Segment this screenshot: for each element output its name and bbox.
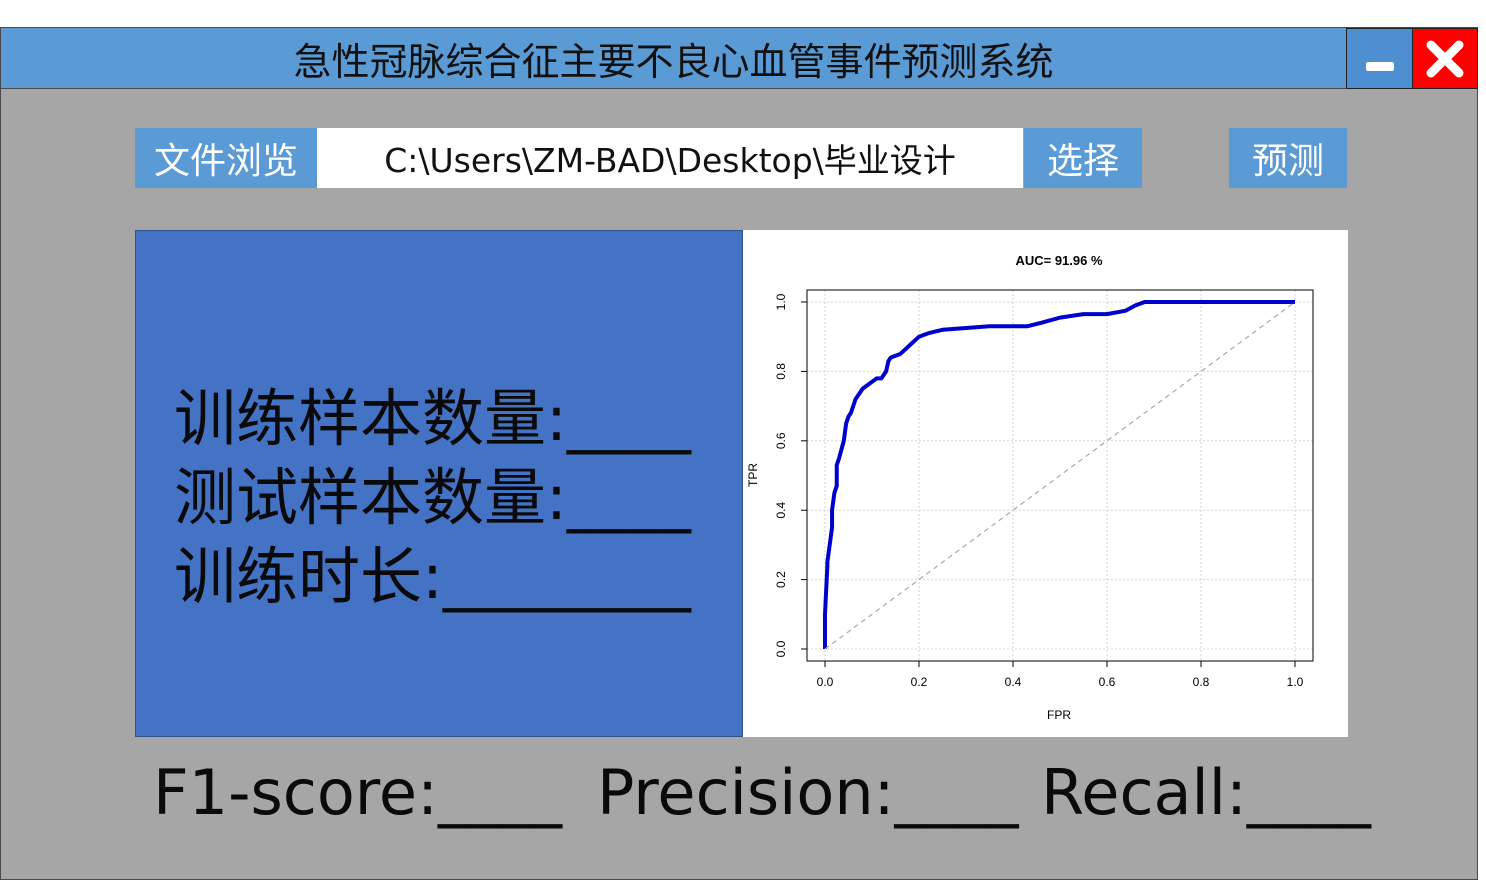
- file-browse-button[interactable]: 文件浏览: [135, 128, 317, 188]
- chance-diagonal: [824, 301, 1296, 650]
- minimize-icon: [1366, 62, 1394, 71]
- roc-chart-panel: AUC= 91.96 % FPR TPR 0.0 0.2 0.4 0.6 0.8 1.0 0…: [743, 230, 1348, 737]
- x-tick-label: 0.0: [817, 675, 834, 689]
- y-axis-label: TPR: [746, 463, 760, 487]
- recall-label: Recall:____: [1041, 756, 1371, 829]
- app-window: 急性冠脉综合征主要不良心血管事件预测系统 文件浏览 C:\Users\ZM-BA…: [0, 27, 1478, 880]
- file-path-input[interactable]: C:\Users\ZM-BAD\Desktop\毕业设计: [317, 128, 1023, 188]
- y-tick-label: 0.4: [774, 502, 788, 519]
- x-axis-label: FPR: [1047, 708, 1071, 722]
- x-tick-label: 0.8: [1193, 675, 1210, 689]
- y-tick-label: 1.0: [774, 293, 788, 310]
- x-tick-label: 0.6: [1099, 675, 1116, 689]
- roc-curve: [823, 300, 1295, 649]
- f1-score-label: F1-score:____: [153, 756, 562, 829]
- y-tick-label: 0.2: [774, 571, 788, 588]
- chart-title: AUC= 91.96 %: [1015, 253, 1103, 268]
- x-tick-label: 0.4: [1005, 675, 1022, 689]
- title-bar: 急性冠脉综合征主要不良心血管事件预测系统: [1, 28, 1346, 89]
- window-title: 急性冠脉综合征主要不良心血管事件预测系统: [293, 39, 1054, 84]
- x-tick-label: 1.0: [1287, 675, 1304, 689]
- x-tick-label: 0.2: [911, 675, 928, 689]
- training-duration: 训练时长:________: [174, 540, 691, 613]
- roc-chart: AUC= 91.96 % FPR TPR 0.0 0.2 0.4 0.6 0.8 1.0 0…: [746, 253, 1314, 722]
- close-icon: [1426, 40, 1464, 77]
- training-stats-panel: 训练样本数量:____ 测试样本数量:____ 训练时长:________: [135, 230, 743, 737]
- y-tick-label: 0.6: [774, 432, 788, 449]
- minimize-button[interactable]: [1346, 28, 1413, 89]
- y-tick-label: 0.0: [774, 640, 788, 657]
- train-sample-count: 训练样本数量:____: [174, 382, 691, 455]
- close-button[interactable]: [1412, 28, 1478, 89]
- precision-label: Precision:____: [597, 756, 1019, 829]
- y-tick-label: 0.8: [774, 363, 788, 380]
- test-sample-count: 测试样本数量:____: [174, 461, 691, 534]
- predict-button[interactable]: 预测: [1229, 128, 1347, 188]
- select-button[interactable]: 选择: [1024, 128, 1142, 188]
